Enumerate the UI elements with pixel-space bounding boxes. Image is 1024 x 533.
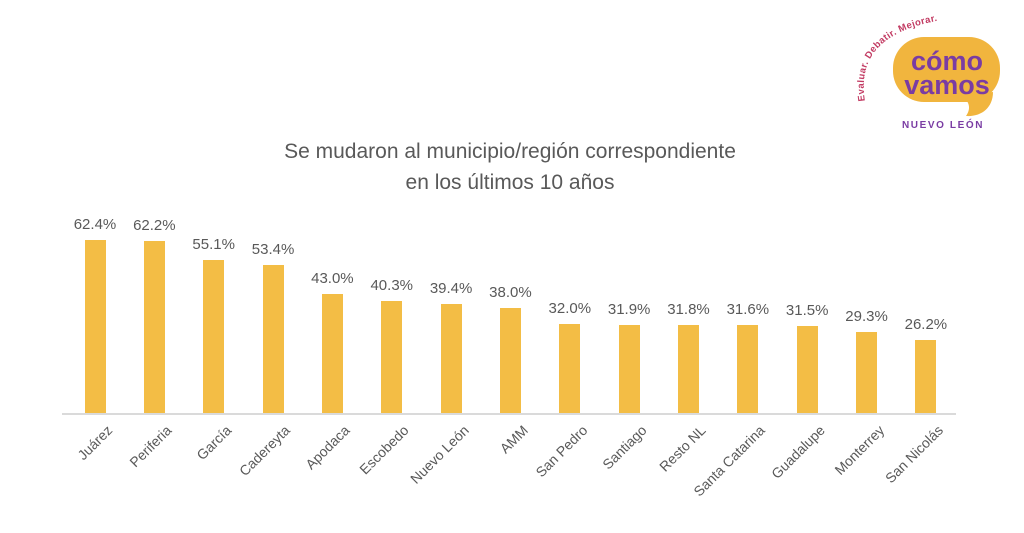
bar-category-label: Apodaca	[302, 422, 353, 473]
bar	[618, 325, 640, 413]
bar	[678, 325, 699, 413]
bar-value-label: 26.2%	[904, 316, 948, 333]
logo-wordmark-line1: cómo	[911, 46, 983, 76]
chart-title: Se mudaron al municipio/región correspon…	[0, 136, 1020, 198]
x-axis-line	[62, 413, 956, 415]
logo-wordmark-line2: vamos	[904, 70, 990, 100]
bar	[559, 324, 581, 413]
bar-value-label: 29.3%	[845, 308, 888, 325]
speech-bubble	[893, 37, 1000, 117]
bar	[915, 340, 937, 413]
bar-category-label: Cadereyta	[236, 422, 294, 479]
bar	[143, 241, 165, 413]
bar-category-label: Santiago	[599, 422, 650, 473]
bar	[321, 294, 343, 413]
bar-value-label: 31.8%	[667, 301, 710, 318]
logo-region: NUEVO LEÓN	[902, 118, 984, 131]
bar-category-label: Juárez	[74, 422, 116, 464]
bar	[499, 308, 521, 413]
bar	[796, 326, 818, 413]
bar-value-label: 39.4%	[429, 280, 473, 297]
chart-title-line1: Se mudaron al municipio/región correspon…	[284, 140, 736, 163]
bar-category-label: Escobedo	[356, 422, 413, 478]
bar	[262, 265, 284, 413]
como-vamos-logo: Evaluar. Debatir. Mejorar. cómo vamos NU…	[856, 13, 1000, 131]
bar	[737, 325, 759, 413]
bar-category-label: Guadalupe	[767, 422, 828, 482]
chart-title-line2: en los últimos 10 años	[405, 171, 615, 194]
bar-value-label: 40.3%	[370, 277, 414, 294]
bar-category-label: Resto NL	[656, 422, 709, 475]
bar-category-label: San Pedro	[532, 422, 591, 481]
bar-value-label: 32.0%	[548, 300, 592, 317]
bar-value-label: 31.9%	[607, 301, 651, 318]
bar-category-label: San Nicolás	[882, 422, 947, 487]
bar	[856, 332, 878, 413]
bar	[440, 304, 462, 413]
bar-category-label: Monterrey	[830, 422, 887, 478]
bar-value-label: 55.1%	[192, 236, 235, 253]
speech-bubble-tail	[962, 92, 993, 117]
bar	[381, 301, 403, 413]
bar-category-label: AMM	[496, 422, 531, 457]
bar-value-label: 62.2%	[133, 217, 176, 234]
bar-value-label: 62.4%	[73, 216, 117, 233]
bar-value-label: 31.5%	[785, 302, 829, 319]
bar-value-label: 53.4%	[251, 241, 295, 258]
bar	[203, 260, 225, 413]
bar-value-label: 43.0%	[311, 270, 354, 287]
bar-value-label: 31.6%	[726, 301, 770, 318]
bar-value-label: 38.0%	[489, 284, 532, 301]
bar-category-label: Periferia	[126, 422, 175, 471]
bar	[84, 240, 106, 413]
speech-bubble-body	[893, 37, 1000, 102]
bar-category-label: Nuevo León	[406, 422, 472, 487]
bar-category-label: García	[192, 422, 235, 464]
